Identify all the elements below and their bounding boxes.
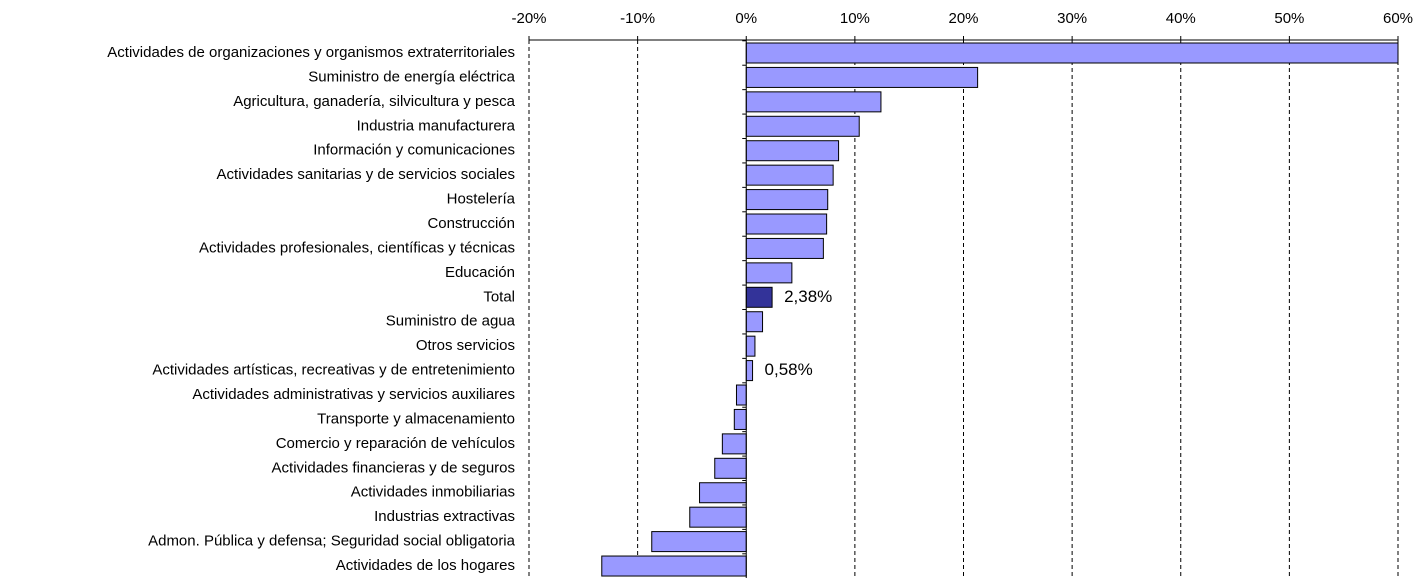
y-tick-label: Hostelería [447,191,516,208]
bar [745,286,773,308]
bar [745,91,882,113]
bar [745,237,824,259]
bar [733,408,747,430]
bar [745,360,754,382]
bar [745,311,764,333]
data-label: 2,38% [784,287,832,306]
bar [745,140,840,162]
y-tick-label: Suministro de agua [386,313,516,330]
y-tick-label: Actividades profesionales, científicas y… [199,239,515,256]
x-tick-label: 40% [1166,10,1196,27]
bar [745,189,829,211]
bar [699,482,747,504]
bar [689,506,747,528]
y-tick-label: Admon. Pública y defensa; Seguridad soci… [148,533,516,550]
x-tick-label: -10% [620,10,655,27]
y-tick-label: Actividades sanitarias y de servicios so… [217,166,515,183]
bar [601,555,747,577]
bar [745,335,756,357]
x-tick-label: 0% [735,10,757,27]
y-tick-label: Industrias extractivas [374,508,515,525]
bar [714,457,747,479]
bar [721,433,747,455]
y-tick-label: Total [483,288,515,305]
x-tick-label: 10% [840,10,870,27]
x-tick-label: -20% [511,10,546,27]
y-tick-label: Construcción [427,215,515,232]
bar [745,42,1399,64]
bar [735,384,747,406]
y-tick-label: Suministro de energía eléctrica [308,68,515,85]
y-tick-label: Comercio y reparación de vehículos [276,435,515,452]
bar [651,531,747,553]
y-tick-label: Actividades de los hogares [336,557,515,574]
data-label: 0,58% [765,360,813,379]
bar [745,262,793,284]
x-tick-label: 50% [1274,10,1304,27]
x-tick-label: 20% [948,10,978,27]
y-tick-label: Actividades administrativas y servicios … [192,386,515,403]
bar [745,213,828,235]
x-tick-label: 30% [1057,10,1087,27]
y-tick-label: Información y comunicaciones [313,142,515,159]
y-tick-label: Educación [445,264,515,281]
bar [745,66,979,88]
bar [745,164,834,186]
y-tick-label: Actividades inmobiliarias [351,484,515,501]
bar [745,115,860,137]
y-tick-label: Actividades financieras y de seguros [272,459,515,476]
y-tick-label: Actividades artísticas, recreativas y de… [152,362,515,379]
x-tick-label: 60% [1383,10,1413,27]
y-tick-label: Agricultura, ganadería, silvicultura y p… [233,93,515,110]
y-tick-label: Otros servicios [416,337,515,354]
y-tick-label: Actividades de organizaciones y organism… [107,44,515,61]
y-tick-label: Transporte y almacenamiento [317,410,515,427]
y-tick-label: Industria manufacturera [357,117,516,134]
